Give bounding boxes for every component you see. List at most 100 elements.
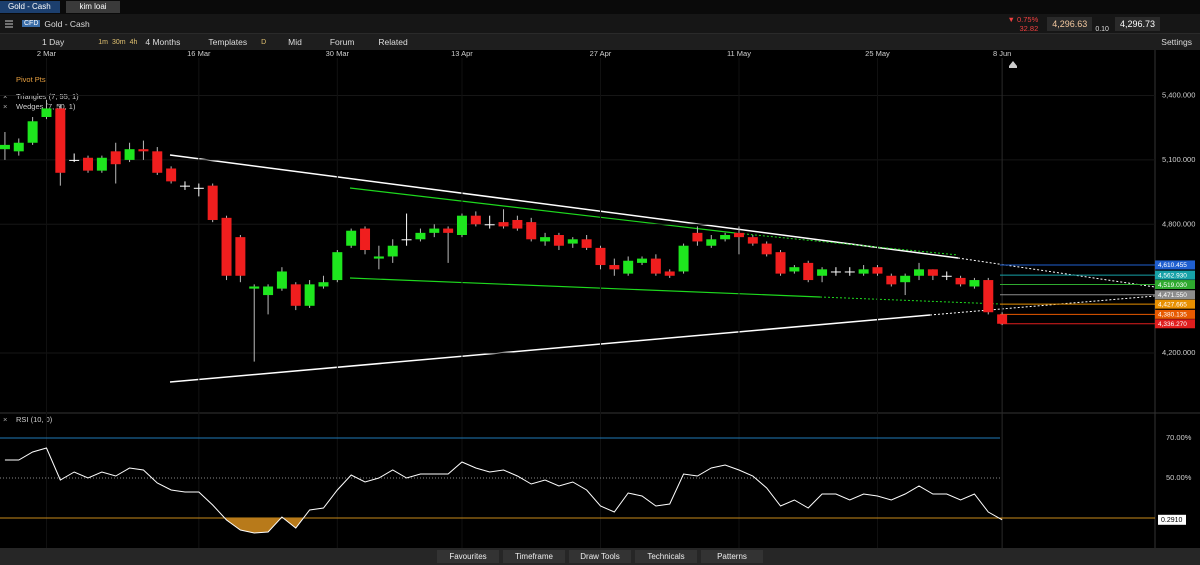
x-tick-label: 8 Jun (993, 49, 1011, 58)
close-icon[interactable]: × (3, 92, 7, 101)
candle-body (858, 269, 869, 274)
y-tick-label: 4,200.000 (1162, 348, 1195, 357)
candle-body (567, 239, 578, 244)
candle-body (761, 243, 772, 255)
candle-body (969, 280, 980, 287)
trend-line (169, 154, 959, 259)
candle-body (166, 168, 177, 182)
bottom-button[interactable]: Technicals (635, 550, 697, 563)
candle-body (193, 187, 204, 189)
wedge-line (349, 187, 736, 234)
candle-body (955, 277, 966, 285)
candle-body (623, 260, 634, 274)
candle-body (124, 149, 135, 160)
candle-body (373, 256, 384, 259)
bottom-button[interactable]: Patterns (701, 550, 763, 563)
candle-body (110, 151, 121, 165)
change-block: 0.75% 32.82 (1007, 15, 1038, 33)
candle-body (318, 282, 329, 287)
bottom-button[interactable]: Favourites (437, 550, 499, 563)
price-marker-label: 4,427.665 (1158, 301, 1187, 308)
x-tick-label: 16 Mar (187, 49, 211, 58)
interval[interactable]: 1 Day (42, 37, 65, 47)
candle-body (581, 239, 592, 248)
range[interactable]: 4 Months (145, 37, 181, 47)
candle-body (276, 271, 287, 289)
candle-body (720, 235, 731, 240)
candle-body (747, 237, 758, 244)
indicator-label: RSI (10, 0) (16, 415, 53, 424)
price-type[interactable]: Mid (288, 37, 302, 47)
candle-body (387, 245, 398, 257)
sell-price[interactable]: 4,296.63 (1047, 16, 1093, 31)
candle-body (900, 275, 911, 283)
bottom-button[interactable]: Draw Tools (569, 550, 631, 563)
x-tick-label: 27 Apr (590, 49, 612, 58)
candle-body (678, 245, 689, 272)
indicator-label: Triangles (7, 55, 1) (16, 92, 79, 101)
price-marker (1155, 319, 1195, 329)
candle-body (775, 252, 786, 274)
candle-body (526, 222, 537, 240)
tab[interactable]: kim loai (66, 1, 120, 13)
rsi-value-label: 0.2910 (1161, 517, 1183, 524)
candle-body (290, 284, 301, 306)
candle-body (789, 267, 800, 272)
price-marker-label: 4,562.930 (1158, 272, 1187, 279)
candle-body (886, 275, 897, 285)
timeframe[interactable]: 4h (129, 38, 138, 46)
candle-body (55, 108, 66, 173)
close-icon[interactable]: × (3, 102, 7, 111)
wedge-line (349, 277, 821, 298)
candle-body (830, 271, 841, 273)
price-marker (1155, 280, 1195, 290)
menu-icon[interactable] (4, 19, 14, 29)
candle-body (69, 159, 80, 161)
templates[interactable]: Templates (208, 37, 248, 47)
bottom-button[interactable]: Timeframe (503, 550, 565, 563)
candle-body (401, 239, 412, 241)
candle-body (304, 284, 315, 306)
candle-body (817, 269, 828, 276)
forum[interactable]: Forum (329, 37, 355, 47)
y-tick-label: 4,800.000 (1162, 219, 1195, 228)
candle-body (360, 228, 371, 251)
candle-body (415, 232, 426, 240)
candle-body (484, 224, 495, 226)
candle-body (498, 222, 509, 227)
rsi-line (4, 447, 1003, 534)
candle-body (844, 271, 855, 273)
candle-body (179, 185, 190, 187)
timeframe[interactable]: 30m (111, 38, 126, 46)
timeframe[interactable]: 1m (98, 38, 108, 46)
candle-body (941, 275, 952, 277)
wedge-extension (819, 296, 1001, 305)
price-marker (1155, 299, 1195, 309)
candle-body (692, 232, 703, 242)
candle-body (914, 269, 925, 276)
buy-price[interactable]: 4,296.73 (1114, 16, 1160, 31)
indicator-label: Pivot Pts (16, 75, 46, 84)
candle-body (0, 144, 10, 150)
settings[interactable]: Settings (1161, 37, 1192, 47)
y-tick-label: 5,400.000 (1162, 91, 1195, 100)
related[interactable]: Related (378, 37, 408, 47)
change: 32.82 (1019, 23, 1039, 33)
candle-body (609, 265, 620, 270)
candle-body (997, 314, 1008, 324)
close-icon[interactable]: × (3, 415, 7, 424)
marker-icon (1009, 61, 1017, 68)
candle-body (470, 215, 481, 225)
tab[interactable]: Gold - Cash (0, 1, 60, 13)
trend-line (169, 314, 931, 383)
price-marker-label: 4,519.030 (1158, 282, 1187, 289)
candle-body (733, 232, 744, 238)
candle-body (512, 219, 523, 229)
day-button[interactable]: D (261, 38, 267, 46)
candle-body (249, 286, 260, 289)
candle-body (650, 258, 661, 274)
x-tick-label: 25 May (865, 49, 890, 58)
candle-body (429, 228, 440, 233)
instrument-name[interactable]: Gold - Cash (44, 18, 90, 29)
